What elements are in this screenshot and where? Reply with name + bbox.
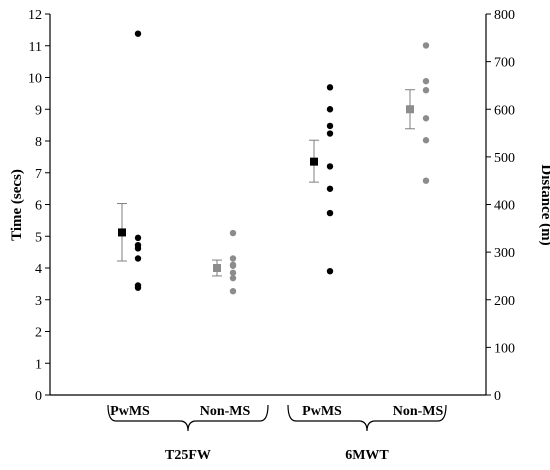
data-point <box>134 30 142 37</box>
group-bracket-6mwt <box>287 404 447 432</box>
category-label: Non-MS <box>200 404 251 419</box>
right-tick-label: 100 <box>494 341 515 356</box>
data-point <box>134 284 142 291</box>
series-6mwt-pwms <box>309 84 334 275</box>
left-tick-label: 0 <box>35 389 42 404</box>
data-point <box>326 185 334 192</box>
right-tick-label: 200 <box>494 294 515 309</box>
plot-area <box>117 30 430 295</box>
mean-marker <box>310 157 318 166</box>
data-point <box>229 269 237 276</box>
right-tick-label: 800 <box>494 8 515 23</box>
mean-marker <box>213 264 221 272</box>
right-tick-label: 400 <box>494 199 515 214</box>
left-tick-label: 4 <box>35 262 42 277</box>
data-point <box>134 245 142 252</box>
series-6mwt-non-ms <box>405 42 430 184</box>
left-tick-label: 12 <box>28 8 42 23</box>
left-tick-label: 9 <box>35 103 42 118</box>
left-tick-label: 2 <box>35 326 42 341</box>
data-point <box>229 255 237 262</box>
data-point <box>422 115 430 122</box>
data-point <box>326 122 334 130</box>
left-tick-label: 6 <box>35 199 42 214</box>
mean-marker <box>406 105 414 114</box>
category-labels: PwMS Non-MS PwMS Non-MS T25FW 6MWT <box>107 404 447 463</box>
data-point <box>229 287 237 295</box>
group-label: 6MWT <box>345 448 389 463</box>
data-point <box>326 84 334 91</box>
data-point <box>134 255 142 262</box>
right-tick-label: 0 <box>494 389 501 404</box>
data-point <box>326 106 334 113</box>
left-tick-label: 1 <box>35 357 42 372</box>
right-y-axis-title: Distance (m) <box>538 164 550 245</box>
group-label: T25FW <box>165 448 211 463</box>
right-tick-label: 600 <box>494 103 515 118</box>
data-point <box>422 42 430 49</box>
series-t25fw-non-ms <box>212 229 237 295</box>
right-tick-label: 500 <box>494 151 515 166</box>
data-point <box>422 87 430 94</box>
mean-marker <box>118 228 126 237</box>
data-point <box>134 234 142 242</box>
right-y-axis: 0 100 200 300 400 500 600 700 800 <box>485 8 515 404</box>
data-point <box>229 262 237 269</box>
left-tick-label: 3 <box>35 294 42 309</box>
category-label: Non-MS <box>393 404 444 419</box>
category-label: PwMS <box>110 404 150 419</box>
data-point <box>422 137 430 144</box>
left-tick-label: 10 <box>28 72 42 87</box>
right-tick-label: 700 <box>494 56 515 71</box>
data-point <box>326 267 334 275</box>
data-point <box>229 274 237 282</box>
right-tick-label: 300 <box>494 246 515 261</box>
data-point <box>422 77 430 85</box>
data-point <box>326 163 334 170</box>
group-bracket-t25fw <box>107 404 269 432</box>
category-label: PwMS <box>302 404 342 419</box>
left-tick-label: 7 <box>35 167 42 182</box>
data-point <box>229 229 237 237</box>
left-tick-label: 11 <box>29 40 42 55</box>
data-point <box>326 209 334 217</box>
left-tick-label: 8 <box>35 135 42 150</box>
left-tick-label: 5 <box>35 230 42 245</box>
left-y-axis-title: Time (secs) <box>9 169 25 241</box>
series-t25fw-pwms <box>117 30 142 291</box>
data-point <box>326 130 334 137</box>
data-point <box>422 177 430 184</box>
